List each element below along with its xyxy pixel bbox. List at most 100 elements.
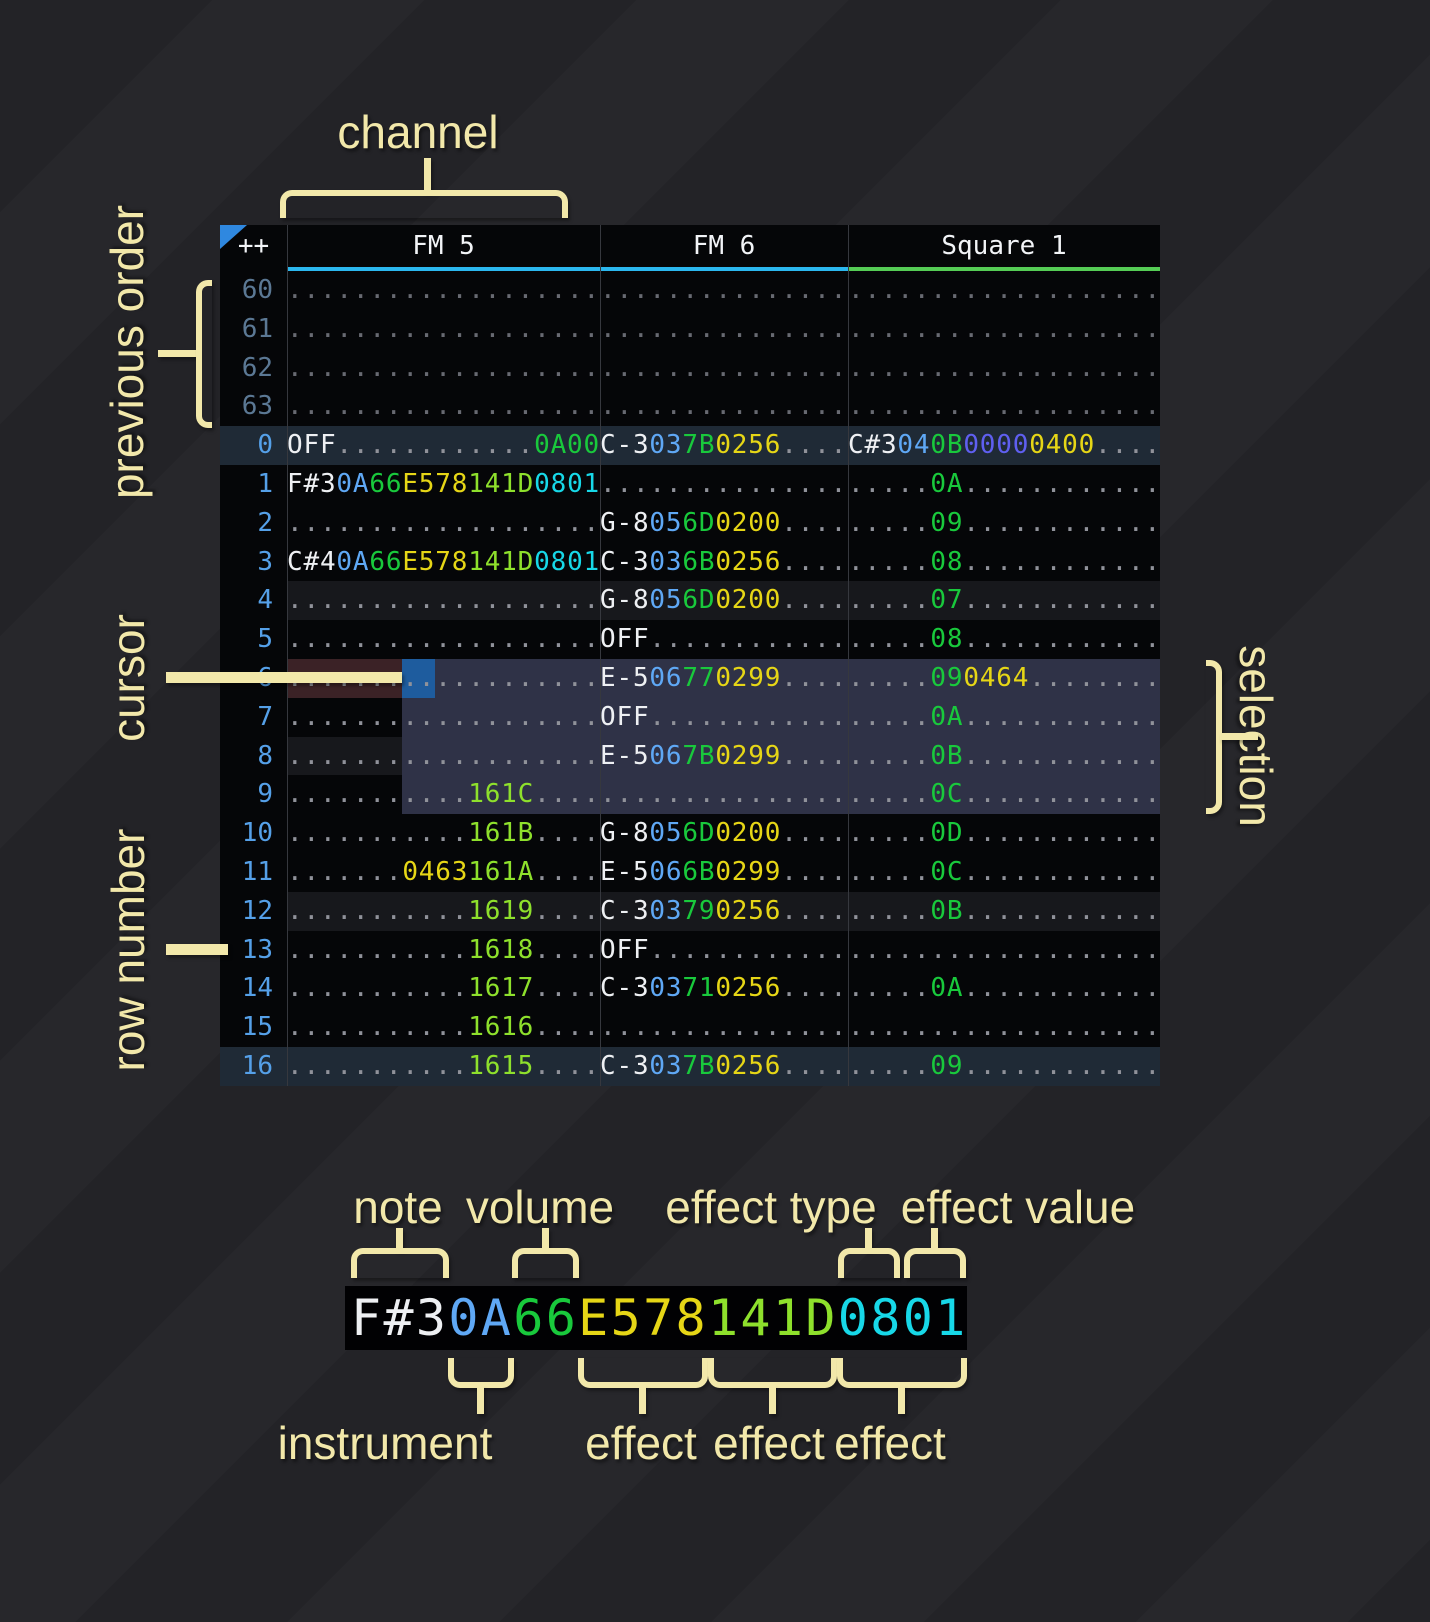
pattern-row[interactable]: 16 ...........1615.... C-3037B0256........… — [220, 1046, 1160, 1086]
pattern-row[interactable]: 0 OFF............0A00 C-3037B0256.... C#304… — [220, 426, 1160, 465]
pattern-cell[interactable]: OFF............0A00 — [287, 430, 600, 461]
breakdown-segment: 0801 — [837, 1289, 968, 1347]
note-label: note — [353, 1181, 443, 1233]
channel-header-fm-5[interactable]: FM 5 — [412, 231, 475, 261]
pattern-cell[interactable]: F#30A66E578141D0801 — [287, 468, 600, 499]
pattern-cell[interactable]: ...........1619.... — [287, 891, 600, 931]
pattern-row[interactable]: 11 .......0463161A.... E-5066B0299........… — [220, 853, 1160, 892]
pattern-row[interactable]: 60......................................… — [220, 271, 1160, 310]
row-number: 13 — [241, 934, 273, 965]
row-number-label: row number — [102, 828, 154, 1072]
pattern-cell[interactable]: C-303790256.... — [600, 891, 848, 931]
pattern-cell[interactable]: G-8056D0200.... — [600, 581, 848, 621]
pattern-cell[interactable]: E-5067B0299.... — [600, 736, 848, 776]
pattern-cell[interactable]: .....0B............ — [848, 736, 1160, 776]
pattern-row[interactable]: 6...................E-506770299.........… — [220, 659, 1160, 698]
pattern-cell[interactable]: C-303710256.... — [600, 973, 848, 1004]
pattern-row[interactable]: 63......................................… — [220, 387, 1160, 426]
pattern-cell[interactable]: ................... — [287, 275, 600, 305]
pattern-cell[interactable]: C#40A66E578141D0801 — [287, 546, 600, 577]
pattern-cell[interactable]: .....090464........ — [848, 662, 1160, 693]
pattern-cell[interactable]: E-5066B0299.... — [600, 856, 848, 887]
pattern-cell[interactable]: ................... — [287, 507, 600, 538]
channel-header-square-1[interactable]: Square 1 — [941, 231, 1067, 261]
pattern-row[interactable]: 9 ...........161C........................… — [220, 775, 1160, 814]
pattern-row[interactable]: 14 ...........1617.... C-303710256........… — [220, 969, 1160, 1008]
pattern-row[interactable]: 61......................................… — [220, 310, 1160, 349]
pattern-cell[interactable]: C-3037B0256.... — [600, 430, 848, 461]
pattern-cell[interactable]: ............... — [600, 779, 848, 810]
pattern-cell[interactable]: .....0D............ — [848, 818, 1160, 849]
order-add-button[interactable]: ++ — [220, 225, 287, 267]
pattern-cell[interactable]: ...........1618.... — [287, 934, 600, 965]
pattern-cell[interactable]: ................... — [287, 736, 600, 776]
channel-header-fm-6[interactable]: FM 6 — [692, 231, 756, 261]
pattern-cell[interactable]: G-8056D0200.... — [600, 507, 848, 538]
row-number: 61 — [241, 313, 273, 344]
pattern-cell[interactable]: E-506770299.... — [600, 662, 848, 693]
pattern-cell[interactable]: ............... — [600, 352, 848, 383]
pattern-row[interactable]: 10 ...........161B.... G-8056D0200........… — [220, 814, 1160, 853]
pattern-cell[interactable]: ................... — [287, 313, 600, 344]
pattern-cell[interactable]: ...........1615.... — [287, 1050, 600, 1081]
pattern-cell[interactable]: .....0C............ — [848, 779, 1160, 810]
pattern-row[interactable]: 4................... G-8056D0200.........… — [220, 581, 1160, 621]
pattern-cell[interactable]: ................... — [848, 934, 1160, 965]
pattern-row[interactable]: 15 ...........1616.......................… — [220, 1008, 1160, 1047]
breakdown-segment: F#3 — [351, 1289, 449, 1347]
pattern-cell[interactable]: C-3036B0256.... — [600, 546, 848, 577]
pattern-row[interactable]: 2................... G-8056D0200.........… — [220, 504, 1160, 543]
pattern-row[interactable]: 13 ...........1618.... OFF................… — [220, 931, 1160, 970]
pattern-row[interactable]: 12 ...........1619.... C-303790256........… — [220, 891, 1160, 931]
pattern-cell[interactable]: OFF............ — [600, 701, 848, 732]
pattern-cell[interactable]: ...........1617.... — [287, 973, 600, 1004]
pattern-cell[interactable]: ................... — [287, 391, 600, 422]
row-number: 5 — [257, 624, 273, 655]
effect-value-bracket-stem — [931, 1228, 938, 1250]
pattern-cell[interactable]: ............... — [600, 275, 848, 305]
pattern-cell[interactable]: .....0C............ — [848, 856, 1160, 887]
pattern-cell[interactable]: C#3040B00000400.... — [848, 430, 1160, 461]
pattern-cell[interactable]: ............... — [600, 313, 848, 344]
pattern-cell[interactable]: .....0B............ — [848, 891, 1160, 931]
pattern-row[interactable]: 1 F#30A66E578141D0801....................… — [220, 465, 1160, 504]
pattern-cell[interactable]: ...........161C.... — [287, 779, 600, 810]
pattern-cell[interactable]: .....0A............ — [848, 701, 1160, 732]
pattern-cell[interactable]: ............... — [600, 391, 848, 422]
pattern-cell[interactable]: ................... — [848, 1012, 1160, 1043]
pattern-cell[interactable]: ............... — [600, 1012, 848, 1043]
selection-overlay-rows7-9 — [402, 697, 1160, 815]
pattern-cell[interactable]: ................... — [848, 352, 1160, 383]
pattern-cell[interactable]: OFF............ — [600, 934, 848, 965]
pattern-cell[interactable]: .......0463161A.... — [287, 856, 600, 887]
pattern-cell[interactable]: ................... — [287, 624, 600, 655]
pattern-cell[interactable]: .....07............ — [848, 581, 1160, 621]
pattern-cell[interactable]: ................... — [848, 275, 1160, 305]
pattern-cell[interactable]: ................... — [848, 313, 1160, 344]
breakdown-segment: E578 — [578, 1289, 708, 1347]
pattern-row[interactable]: 62......................................… — [220, 349, 1160, 388]
pattern-cell[interactable]: ................... — [848, 391, 1160, 422]
pattern-cell[interactable]: .....08............ — [848, 624, 1160, 655]
pattern-cell[interactable]: G-8056D0200.... — [600, 818, 848, 849]
pattern-cell[interactable]: ................... — [287, 352, 600, 383]
pattern-cell[interactable]: ...........1616.... — [287, 1012, 600, 1043]
pattern-cell[interactable]: .....08............ — [848, 546, 1160, 577]
pattern-cell[interactable]: C-3037B0256.... — [600, 1050, 848, 1081]
pattern-cell[interactable]: ................... — [287, 701, 600, 732]
selection-bracket — [1206, 660, 1222, 814]
pattern-row[interactable]: 5................... OFF.................… — [220, 620, 1160, 659]
pattern-cell[interactable]: .....09............ — [848, 507, 1160, 538]
note-bracket-stem — [396, 1228, 403, 1250]
pattern-cell[interactable]: OFF............ — [600, 624, 848, 655]
pattern-cell[interactable]: .....09............ — [848, 1050, 1160, 1081]
pattern-row[interactable]: 3 C#40A66E578141D0801 C-3036B0256.........… — [220, 543, 1160, 582]
pattern-cell[interactable]: ................... — [287, 581, 600, 621]
pattern-row[interactable]: 7................... OFF.................… — [220, 698, 1160, 737]
pattern-cell[interactable]: ............... — [600, 468, 848, 499]
pattern-row[interactable]: 8................... E-5067B0299.........… — [220, 736, 1160, 776]
pattern-cell[interactable]: ...........161B.... — [287, 818, 600, 849]
pattern-cell[interactable]: .....0A............ — [848, 468, 1160, 499]
pattern-cell[interactable]: .....0A............ — [848, 973, 1160, 1004]
channel-headers: FM 5 FM 6 Square 1 — [287, 225, 1160, 267]
